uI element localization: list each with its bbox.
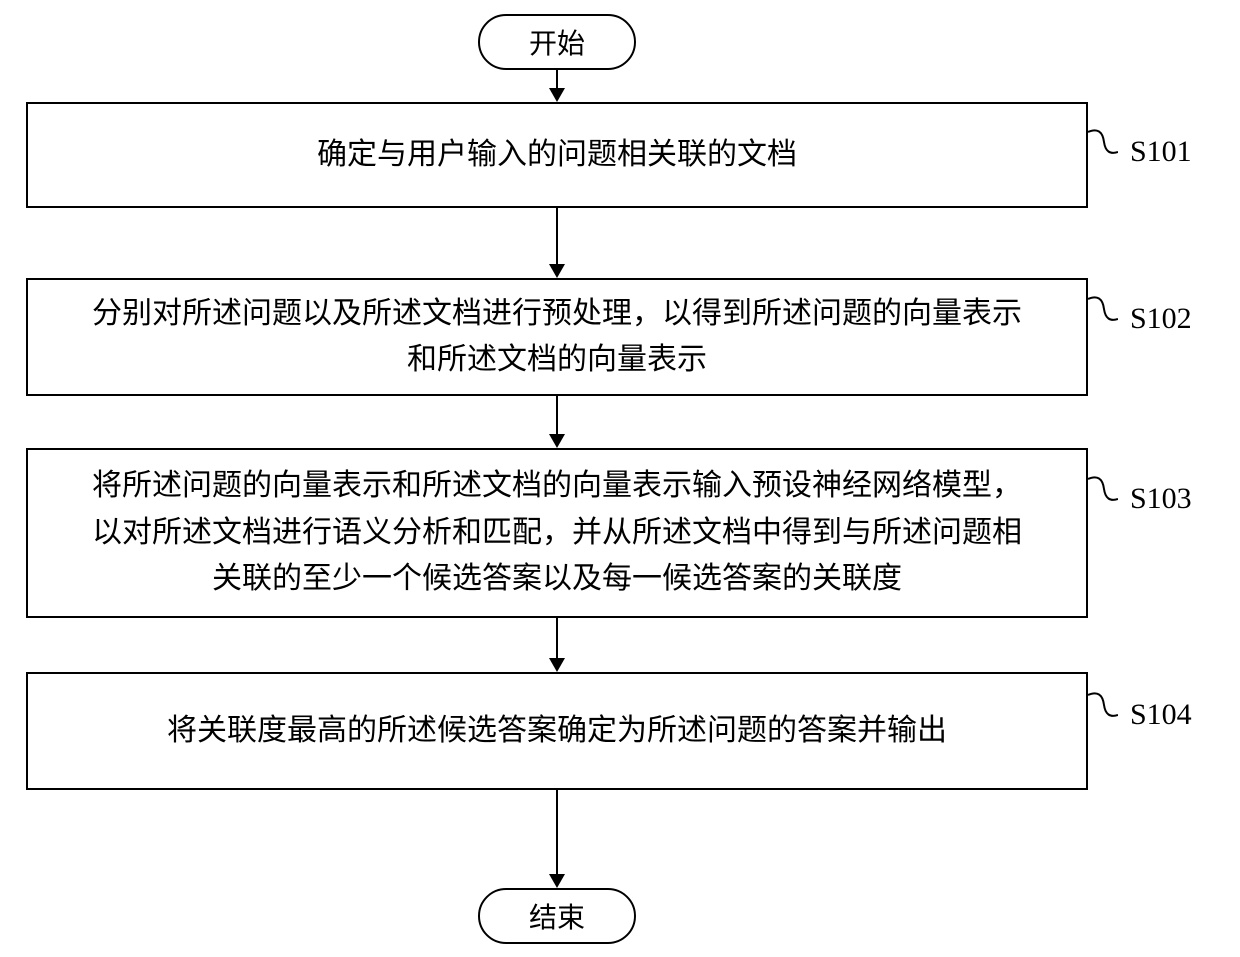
- arrow-s103-s104: [549, 658, 565, 672]
- label-s101: S101: [1130, 135, 1192, 169]
- arrow-s101-s102: [549, 264, 565, 278]
- arrow-s104-end: [549, 874, 565, 888]
- process-s103: 将所述问题的向量表示和所述文档的向量表示输入预设神经网络模型， 以对所述文档进行…: [26, 448, 1088, 618]
- notch-s103: [1088, 473, 1118, 503]
- process-s102-text: 分别对所述问题以及所述文档进行预处理，以得到所述问题的向量表示 和所述文档的向量…: [92, 291, 1022, 384]
- label-s104: S104: [1130, 698, 1192, 732]
- connector-s102-s103: [556, 396, 558, 436]
- connector-start-s101: [556, 70, 558, 90]
- process-s101: 确定与用户输入的问题相关联的文档: [26, 102, 1088, 208]
- process-s101-text: 确定与用户输入的问题相关联的文档: [317, 132, 797, 179]
- arrow-start-s101: [549, 88, 565, 102]
- label-s102: S102: [1130, 302, 1192, 336]
- end-terminal: 结束: [478, 888, 636, 944]
- connector-s103-s104: [556, 618, 558, 660]
- notch-s104: [1088, 689, 1118, 719]
- start-terminal: 开始: [478, 14, 636, 70]
- process-s103-text: 将所述问题的向量表示和所述文档的向量表示输入预设神经网络模型， 以对所述文档进行…: [92, 463, 1022, 603]
- label-s103: S103: [1130, 482, 1192, 516]
- flowchart-canvas: 开始 确定与用户输入的问题相关联的文档 S101 分别对所述问题以及所述文档进行…: [0, 0, 1240, 957]
- notch-s102: [1088, 293, 1118, 323]
- process-s104: 将关联度最高的所述候选答案确定为所述问题的答案并输出: [26, 672, 1088, 790]
- process-s104-text: 将关联度最高的所述候选答案确定为所述问题的答案并输出: [167, 708, 947, 755]
- arrow-s102-s103: [549, 434, 565, 448]
- process-s102: 分别对所述问题以及所述文档进行预处理，以得到所述问题的向量表示 和所述文档的向量…: [26, 278, 1088, 396]
- connector-s104-end: [556, 790, 558, 876]
- notch-s101: [1088, 126, 1118, 156]
- start-label: 开始: [529, 22, 585, 62]
- end-label: 结束: [529, 896, 585, 936]
- connector-s101-s102: [556, 208, 558, 266]
